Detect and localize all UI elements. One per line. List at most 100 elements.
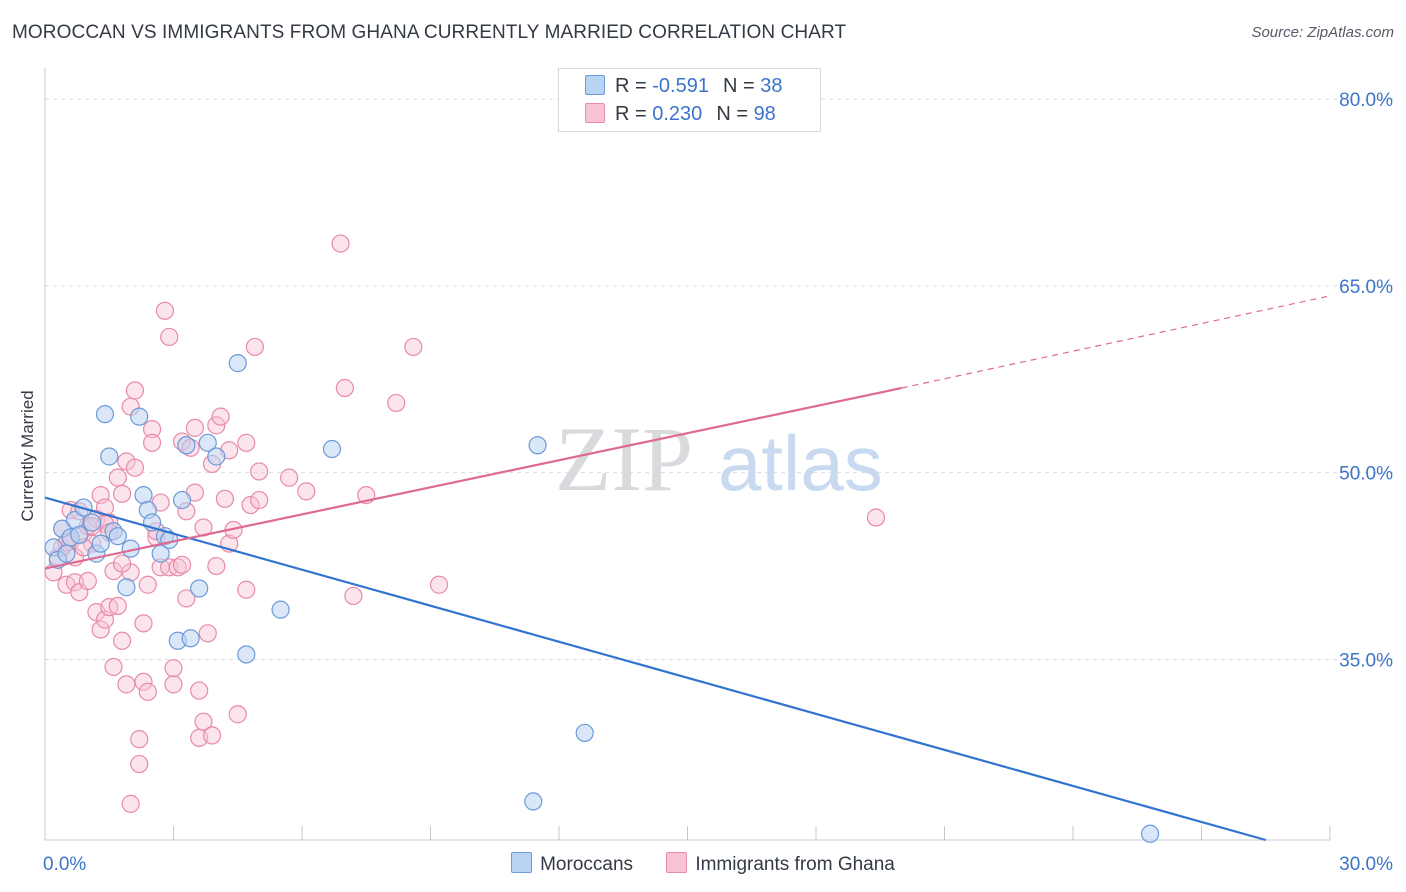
ghana-point <box>164 675 183 694</box>
x-tick-label: 0.0% <box>43 854 86 875</box>
moroccans-point <box>134 485 153 505</box>
grid-lines <box>45 98 1393 660</box>
trend-lines <box>44 295 1331 842</box>
moroccans-point <box>190 579 209 598</box>
legend-item-ghana: Immigrants from Ghana <box>666 852 895 876</box>
moroccans-point <box>57 544 76 563</box>
moroccans-point <box>95 405 115 424</box>
ghana-point <box>78 571 97 591</box>
moroccans-point <box>130 407 149 426</box>
ghana-point <box>134 614 153 633</box>
ghana-point <box>65 573 85 592</box>
moroccans-point <box>172 490 192 510</box>
n-value: 98 <box>753 103 776 125</box>
ghana-point <box>130 754 149 774</box>
moroccans-point <box>524 792 543 811</box>
moroccans-point <box>91 534 110 553</box>
ghana-point <box>112 484 132 503</box>
ghana-point <box>138 575 157 594</box>
moroccans-point <box>1140 824 1160 843</box>
x-tick-label: 30.0% <box>1339 854 1393 875</box>
r-label: R = <box>615 103 653 125</box>
y-tick-label: 50.0% <box>1339 464 1393 485</box>
ghana-point <box>194 712 213 731</box>
ghana-point <box>130 730 149 749</box>
legend-row-moroccans: R = -0.591 N = 38 <box>585 75 782 97</box>
watermark-atlas: atlas <box>718 419 883 507</box>
source-label: Source: ZipAtlas.com <box>1251 24 1394 41</box>
ghana-point <box>241 495 260 515</box>
ghana-point <box>237 433 256 452</box>
ghana-point <box>250 490 269 510</box>
ghana-point <box>142 419 162 439</box>
r-value: -0.591 <box>652 75 709 97</box>
moroccans-point <box>100 447 119 466</box>
ghana-point <box>387 393 406 413</box>
ghana-point <box>228 705 247 724</box>
ghana-trend-extension <box>901 295 1331 389</box>
ghana-point <box>117 675 136 694</box>
ghana-point <box>112 631 132 650</box>
moroccans-point <box>198 433 217 452</box>
x-tick-labels: 0.0% 30.0% <box>43 854 1393 875</box>
ghana-point <box>237 580 256 599</box>
ghana-point <box>429 575 449 594</box>
moroccans-swatch <box>511 852 533 873</box>
n-label: N = <box>722 75 761 97</box>
ghana-point <box>164 659 183 678</box>
ghana-point <box>211 407 230 426</box>
ghana-point <box>202 726 222 745</box>
ghana-point <box>245 337 264 357</box>
ghana-point <box>104 657 123 677</box>
y-tick-labels: 35.0% 50.0% 65.0% 80.0% <box>1339 90 1393 671</box>
n-value: 38 <box>760 75 783 97</box>
moroccans-trend-line <box>44 496 1267 842</box>
ghana-point <box>108 596 127 616</box>
moroccans-point <box>237 645 256 664</box>
ghana-point <box>297 482 316 501</box>
moroccans-point <box>181 629 200 648</box>
series-ghana-points <box>44 234 886 813</box>
ghana-point <box>280 468 299 487</box>
ghana-point <box>138 682 157 701</box>
series-legend: Moroccans Immigrants from Ghana <box>0 852 1406 876</box>
moroccans-point <box>108 527 127 546</box>
chart-title: MOROCCAN VS IMMIGRANTS FROM GHANA CURREN… <box>12 22 847 43</box>
moroccans-point <box>271 600 290 619</box>
r-value: 0.230 <box>652 103 703 125</box>
ghana-point <box>250 462 269 481</box>
ghana-point <box>95 498 115 517</box>
ghana-swatch <box>666 852 688 873</box>
ghana-point <box>344 586 363 606</box>
n-label: N = <box>716 103 754 125</box>
moroccans-point <box>575 723 594 743</box>
ghana-point <box>335 378 354 398</box>
moroccans-point <box>322 439 342 459</box>
y-tick-label: 80.0% <box>1339 90 1393 111</box>
ghana-swatch <box>585 103 605 123</box>
moroccans-point <box>117 578 136 597</box>
ghana-point <box>198 624 217 643</box>
ghana-point <box>190 681 209 700</box>
ghana-point <box>866 508 886 527</box>
ghana-point <box>121 794 140 813</box>
ghana-point <box>185 418 205 437</box>
legend-row-ghana: R = 0.230 N = 98 <box>585 103 776 125</box>
axes <box>44 68 1331 841</box>
ghana-point <box>207 416 226 435</box>
moroccans-point <box>70 525 89 545</box>
ghana-point <box>160 327 179 347</box>
y-tick-label: 65.0% <box>1339 277 1393 298</box>
ghana-point <box>134 672 153 691</box>
series-moroccans-points <box>44 354 1160 843</box>
ghana-point <box>177 589 196 608</box>
ghana-point <box>125 458 145 477</box>
ghana-point <box>215 489 234 508</box>
ghana-point <box>112 554 132 573</box>
moroccans-point <box>528 436 547 455</box>
legend-item-moroccans: Moroccans <box>511 852 633 876</box>
ghana-point <box>142 433 162 452</box>
moroccans-point <box>177 436 196 455</box>
ghana-point <box>331 234 350 253</box>
